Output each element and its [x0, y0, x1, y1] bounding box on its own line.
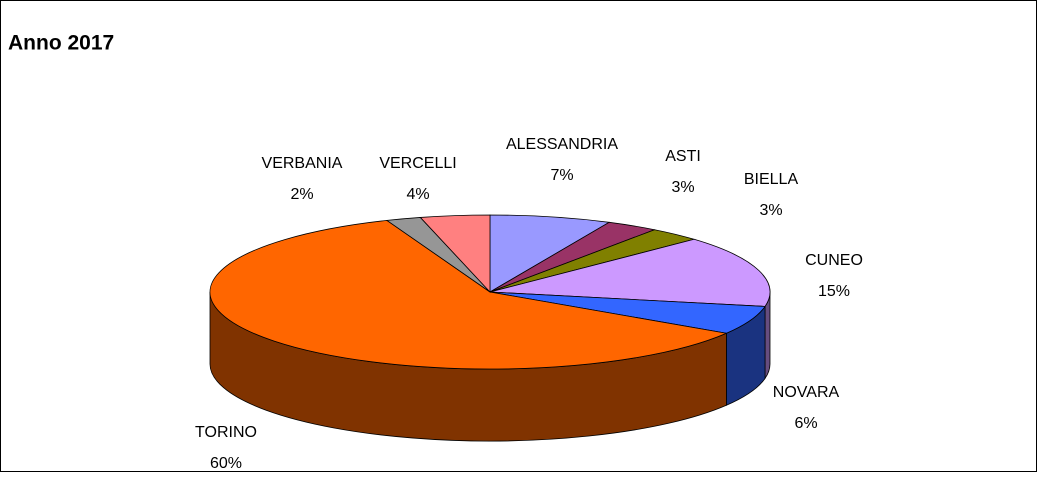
slice-label: VERCELLI [379, 155, 456, 172]
slice-label: ALESSANDRIA [506, 136, 618, 153]
slice-value-label: 6% [794, 415, 817, 432]
slice-value-label: 3% [759, 202, 782, 219]
slice-label: BIELLA [744, 171, 799, 188]
slice [489, 238, 771, 307]
slice-value-label: 3% [671, 179, 694, 196]
slice-value-label: 4% [406, 186, 429, 203]
slice [209, 219, 728, 370]
slice-label: ASTI [665, 148, 701, 165]
slice-label: TORINO [195, 424, 257, 441]
slice-value-label: 60% [210, 455, 242, 472]
slice-value-label: 2% [290, 186, 313, 203]
chart-title: Anno 2017 [8, 32, 114, 55]
slice-label: NOVARA [773, 384, 840, 401]
slice-label: VERBANIA [262, 155, 343, 172]
slice [419, 214, 491, 294]
slice-value-label: 7% [550, 167, 573, 184]
slice-label: CUNEO [805, 252, 863, 269]
slice [489, 214, 611, 293]
slice-value-label: 15% [818, 283, 850, 300]
